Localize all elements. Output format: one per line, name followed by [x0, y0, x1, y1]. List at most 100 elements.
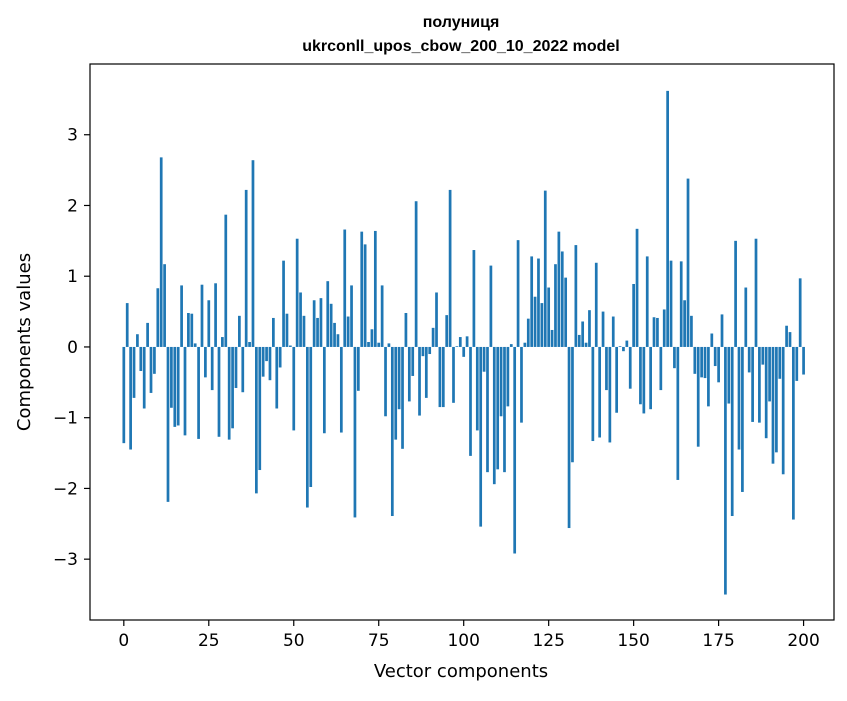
- bar-component-135: [581, 321, 585, 347]
- bar-component-145: [615, 346, 619, 413]
- bar-component-181: [737, 346, 741, 450]
- plot-area-frame: [89, 63, 835, 621]
- bar-component-26: [210, 346, 214, 391]
- bar-component-139: [594, 262, 598, 347]
- bar-component-25: [207, 300, 211, 347]
- y-tick-label: 0: [67, 338, 78, 358]
- bar-component-10: [156, 288, 160, 347]
- bar-component-159: [662, 309, 666, 347]
- bar-component-136: [584, 342, 588, 347]
- bar-component-40: [258, 346, 262, 471]
- bar-component-45: [275, 346, 279, 409]
- bar-component-5: [139, 346, 143, 371]
- bar-component-117: [520, 346, 523, 423]
- bar-component-169: [696, 346, 700, 447]
- bar-component-97: [452, 346, 455, 403]
- bar-component-63: [336, 334, 340, 347]
- chart-title: полуниця: [423, 14, 500, 31]
- bar-component-192: [775, 346, 778, 453]
- bar-component-82: [401, 346, 404, 449]
- bar-component-56: [312, 300, 316, 347]
- bar-component-57: [316, 317, 319, 347]
- bar-component-48: [285, 313, 289, 347]
- x-tick-label: 50: [283, 631, 305, 651]
- bar-component-80: [394, 346, 398, 440]
- bar-component-79: [390, 346, 394, 517]
- bar-component-152: [639, 346, 642, 405]
- bar-component-174: [713, 346, 717, 367]
- bar-component-43: [268, 346, 272, 381]
- bar-component-94: [441, 346, 445, 408]
- bar-component-72: [367, 342, 370, 347]
- bar-component-138: [591, 346, 595, 442]
- y-axis: −3 −2 −1 0 1 2 3: [53, 126, 90, 570]
- bar-component-149: [628, 346, 632, 389]
- bar-component-101: [465, 336, 469, 347]
- bar-component-84: [407, 346, 411, 402]
- bar-component-134: [577, 334, 581, 347]
- bar-component-89: [424, 346, 428, 398]
- bar-component-176: [720, 314, 724, 347]
- bar-component-162: [673, 346, 676, 369]
- bar-component-187: [758, 346, 761, 423]
- bar-component-164: [679, 261, 683, 347]
- bar-component-122: [537, 258, 540, 347]
- bar-component-119: [526, 318, 530, 347]
- bar-component-47: [282, 260, 285, 347]
- bar-component-41: [261, 346, 265, 377]
- bar-component-60: [326, 281, 330, 347]
- bar-component-147: [622, 346, 625, 352]
- bar-component-39: [255, 346, 258, 494]
- bar-component-182: [741, 346, 744, 492]
- bar-component-180: [734, 240, 737, 347]
- bar-component-128: [557, 231, 561, 347]
- bar-component-106: [482, 346, 486, 372]
- bar-component-196: [788, 332, 792, 347]
- bar-component-150: [632, 283, 635, 347]
- bar-component-16: [176, 346, 180, 426]
- bar-component-69: [356, 346, 360, 391]
- bar-component-34: [238, 315, 241, 347]
- bar-component-198: [795, 346, 799, 381]
- bar-component-66: [346, 316, 350, 347]
- bar-component-110: [496, 346, 500, 470]
- bar-component-76: [380, 285, 384, 347]
- bar-component-137: [588, 310, 591, 347]
- bar-component-166: [686, 178, 690, 347]
- bar-component-33: [234, 346, 238, 388]
- bar-component-7: [146, 322, 149, 347]
- bar-component-53: [302, 315, 306, 347]
- x-tick-label: 150: [617, 631, 649, 651]
- bar-component-173: [710, 333, 714, 347]
- bar-component-177: [724, 346, 727, 595]
- bar-component-21: [193, 343, 197, 347]
- bar-component-111: [499, 346, 503, 417]
- bar-component-121: [533, 296, 537, 347]
- bar-component-75: [377, 342, 381, 347]
- bar-component-92: [435, 292, 438, 347]
- bar-component-18: [183, 346, 187, 436]
- bar-component-160: [666, 90, 669, 347]
- bar-component-17: [180, 285, 183, 347]
- bar-component-52: [299, 292, 302, 347]
- bar-component-108: [489, 265, 493, 347]
- bar-component-129: [560, 251, 564, 347]
- bar-component-81: [397, 346, 401, 410]
- bar-component-131: [567, 346, 571, 529]
- bar-component-93: [438, 346, 442, 408]
- bar-component-64: [339, 346, 343, 433]
- bar-component-132: [571, 346, 574, 463]
- bar-component-55: [309, 346, 313, 488]
- y-tick-label: −3: [53, 550, 78, 570]
- bar-component-112: [503, 346, 506, 473]
- bar-component-62: [333, 322, 336, 347]
- bar-component-185: [751, 346, 754, 422]
- x-tick-label: 0: [118, 631, 129, 651]
- bar-series: [122, 90, 805, 595]
- bar-component-4: [136, 334, 139, 347]
- bar-component-165: [683, 300, 686, 347]
- x-axis-label: Vector components: [374, 661, 548, 682]
- bar-component-155: [649, 346, 652, 410]
